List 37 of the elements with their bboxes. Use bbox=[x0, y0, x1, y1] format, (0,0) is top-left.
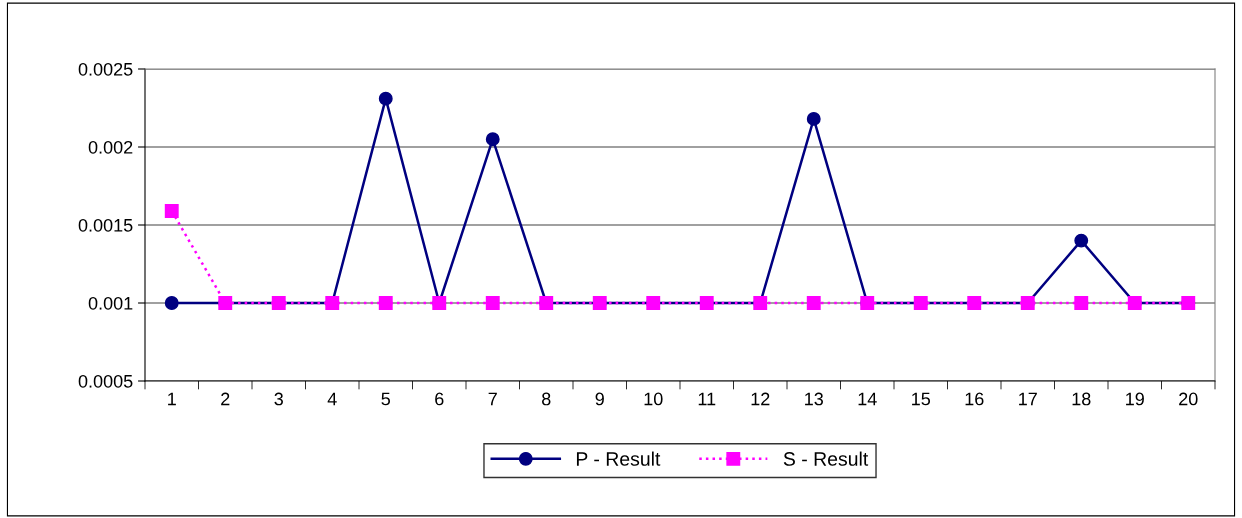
y-tick-label: 0.0015 bbox=[78, 218, 133, 232]
x-tick-label: 3 bbox=[274, 392, 283, 406]
x-tick-label: 2 bbox=[221, 392, 230, 406]
x-tick-label: 13 bbox=[805, 392, 823, 406]
x-tick-label: 10 bbox=[644, 392, 663, 406]
y-tick-label: 0.001 bbox=[88, 296, 133, 310]
point bbox=[1074, 233, 1089, 248]
x-tick-label: 7 bbox=[488, 392, 497, 406]
point bbox=[164, 204, 179, 218]
x-tick-label: 6 bbox=[435, 392, 444, 406]
x-tick-label: 14 bbox=[858, 392, 877, 406]
point bbox=[378, 91, 393, 106]
x-tick-label: 11 bbox=[698, 392, 716, 406]
x-tick-label: 5 bbox=[381, 392, 391, 406]
x-tick-label: 18 bbox=[1072, 392, 1091, 406]
x-tick-label: 1 bbox=[168, 392, 176, 406]
x-tick-label: 15 bbox=[912, 392, 931, 406]
x-tick-label: 20 bbox=[1179, 392, 1198, 406]
x-tick-label: 4 bbox=[327, 392, 337, 406]
point bbox=[485, 132, 500, 147]
x-tick-label: 17 bbox=[1019, 392, 1037, 406]
y-tick-label: 0.0025 bbox=[78, 62, 133, 76]
x-tick-label: 16 bbox=[965, 392, 984, 406]
y-tick-label: 0.0005 bbox=[78, 374, 133, 388]
x-tick-label: 12 bbox=[751, 392, 770, 406]
point bbox=[806, 111, 821, 126]
legend-label: S - Result bbox=[783, 451, 869, 466]
point bbox=[485, 296, 500, 310]
y-tick-label: 0.002 bbox=[88, 140, 133, 154]
x-tick-label: 9 bbox=[595, 392, 604, 406]
x-tick-label: 19 bbox=[1126, 392, 1144, 406]
point bbox=[378, 296, 393, 310]
x-tick-label: 8 bbox=[542, 392, 551, 406]
point bbox=[164, 296, 179, 310]
legend-label: P - Result bbox=[576, 451, 661, 466]
point bbox=[1074, 296, 1089, 310]
point bbox=[806, 296, 821, 310]
